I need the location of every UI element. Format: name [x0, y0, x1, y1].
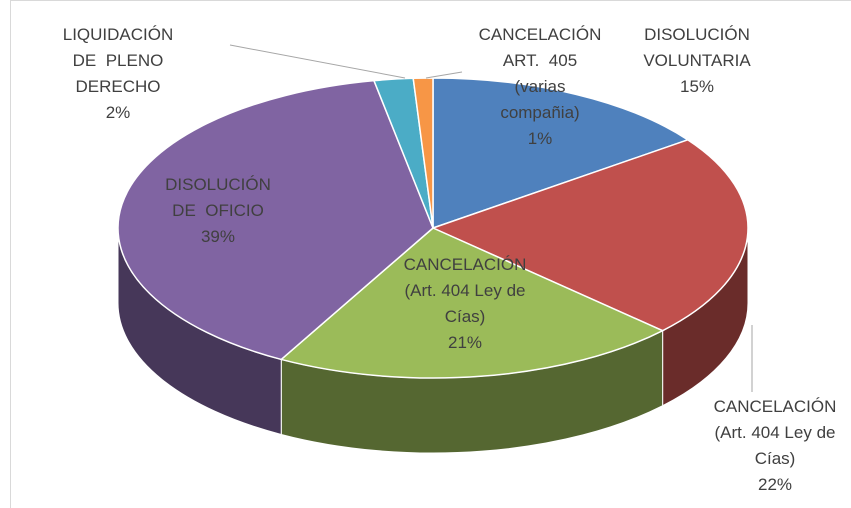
category-label: CANCELACIÓN ART. 405 (varias compañia): [478, 25, 602, 122]
percent-label: 2%: [105, 103, 131, 122]
slice: [412, 77, 434, 229]
data-label: DISOLUCIÓN VOLUNTARIA 15%: [643, 22, 750, 100]
percent-label: 1%: [527, 129, 553, 148]
data-label: CANCELACIÓN ART. 405 (varias compañia) 1%: [479, 22, 602, 152]
category-label: DISOLUCIÓN VOLUNTARIA: [643, 25, 751, 70]
percent-label: 22%: [757, 475, 793, 494]
percent-label: 15%: [679, 77, 715, 96]
category-label: DISOLUCIÓN DE OFICIO: [165, 175, 271, 220]
slice: [430, 139, 749, 332]
slice: [279, 227, 665, 379]
leader-line: [229, 44, 406, 79]
category-label: LIQUIDACIÓN DE PLENO DERECHO: [62, 25, 174, 96]
category-label: CANCELACIÓN (Art. 404 Ley de Cías): [403, 255, 527, 326]
data-label: CANCELACIÓN (Art. 404 Ley de Cías) 22%: [714, 394, 837, 498]
slice: [117, 79, 434, 361]
data-label: CANCELACIÓN (Art. 404 Ley de Cías) 21%: [404, 252, 527, 356]
chart-border: [10, 0, 851, 508]
percent-label: 39%: [200, 227, 236, 246]
data-label: LIQUIDACIÓN DE PLENO DERECHO 2%: [63, 22, 174, 126]
leader-line: [425, 71, 463, 79]
category-label: CANCELACIÓN (Art. 404 Ley de Cías): [713, 397, 837, 468]
data-label: DISOLUCIÓN DE OFICIO 39%: [165, 172, 271, 250]
percent-label: 21%: [447, 333, 483, 352]
slice: [432, 77, 690, 230]
